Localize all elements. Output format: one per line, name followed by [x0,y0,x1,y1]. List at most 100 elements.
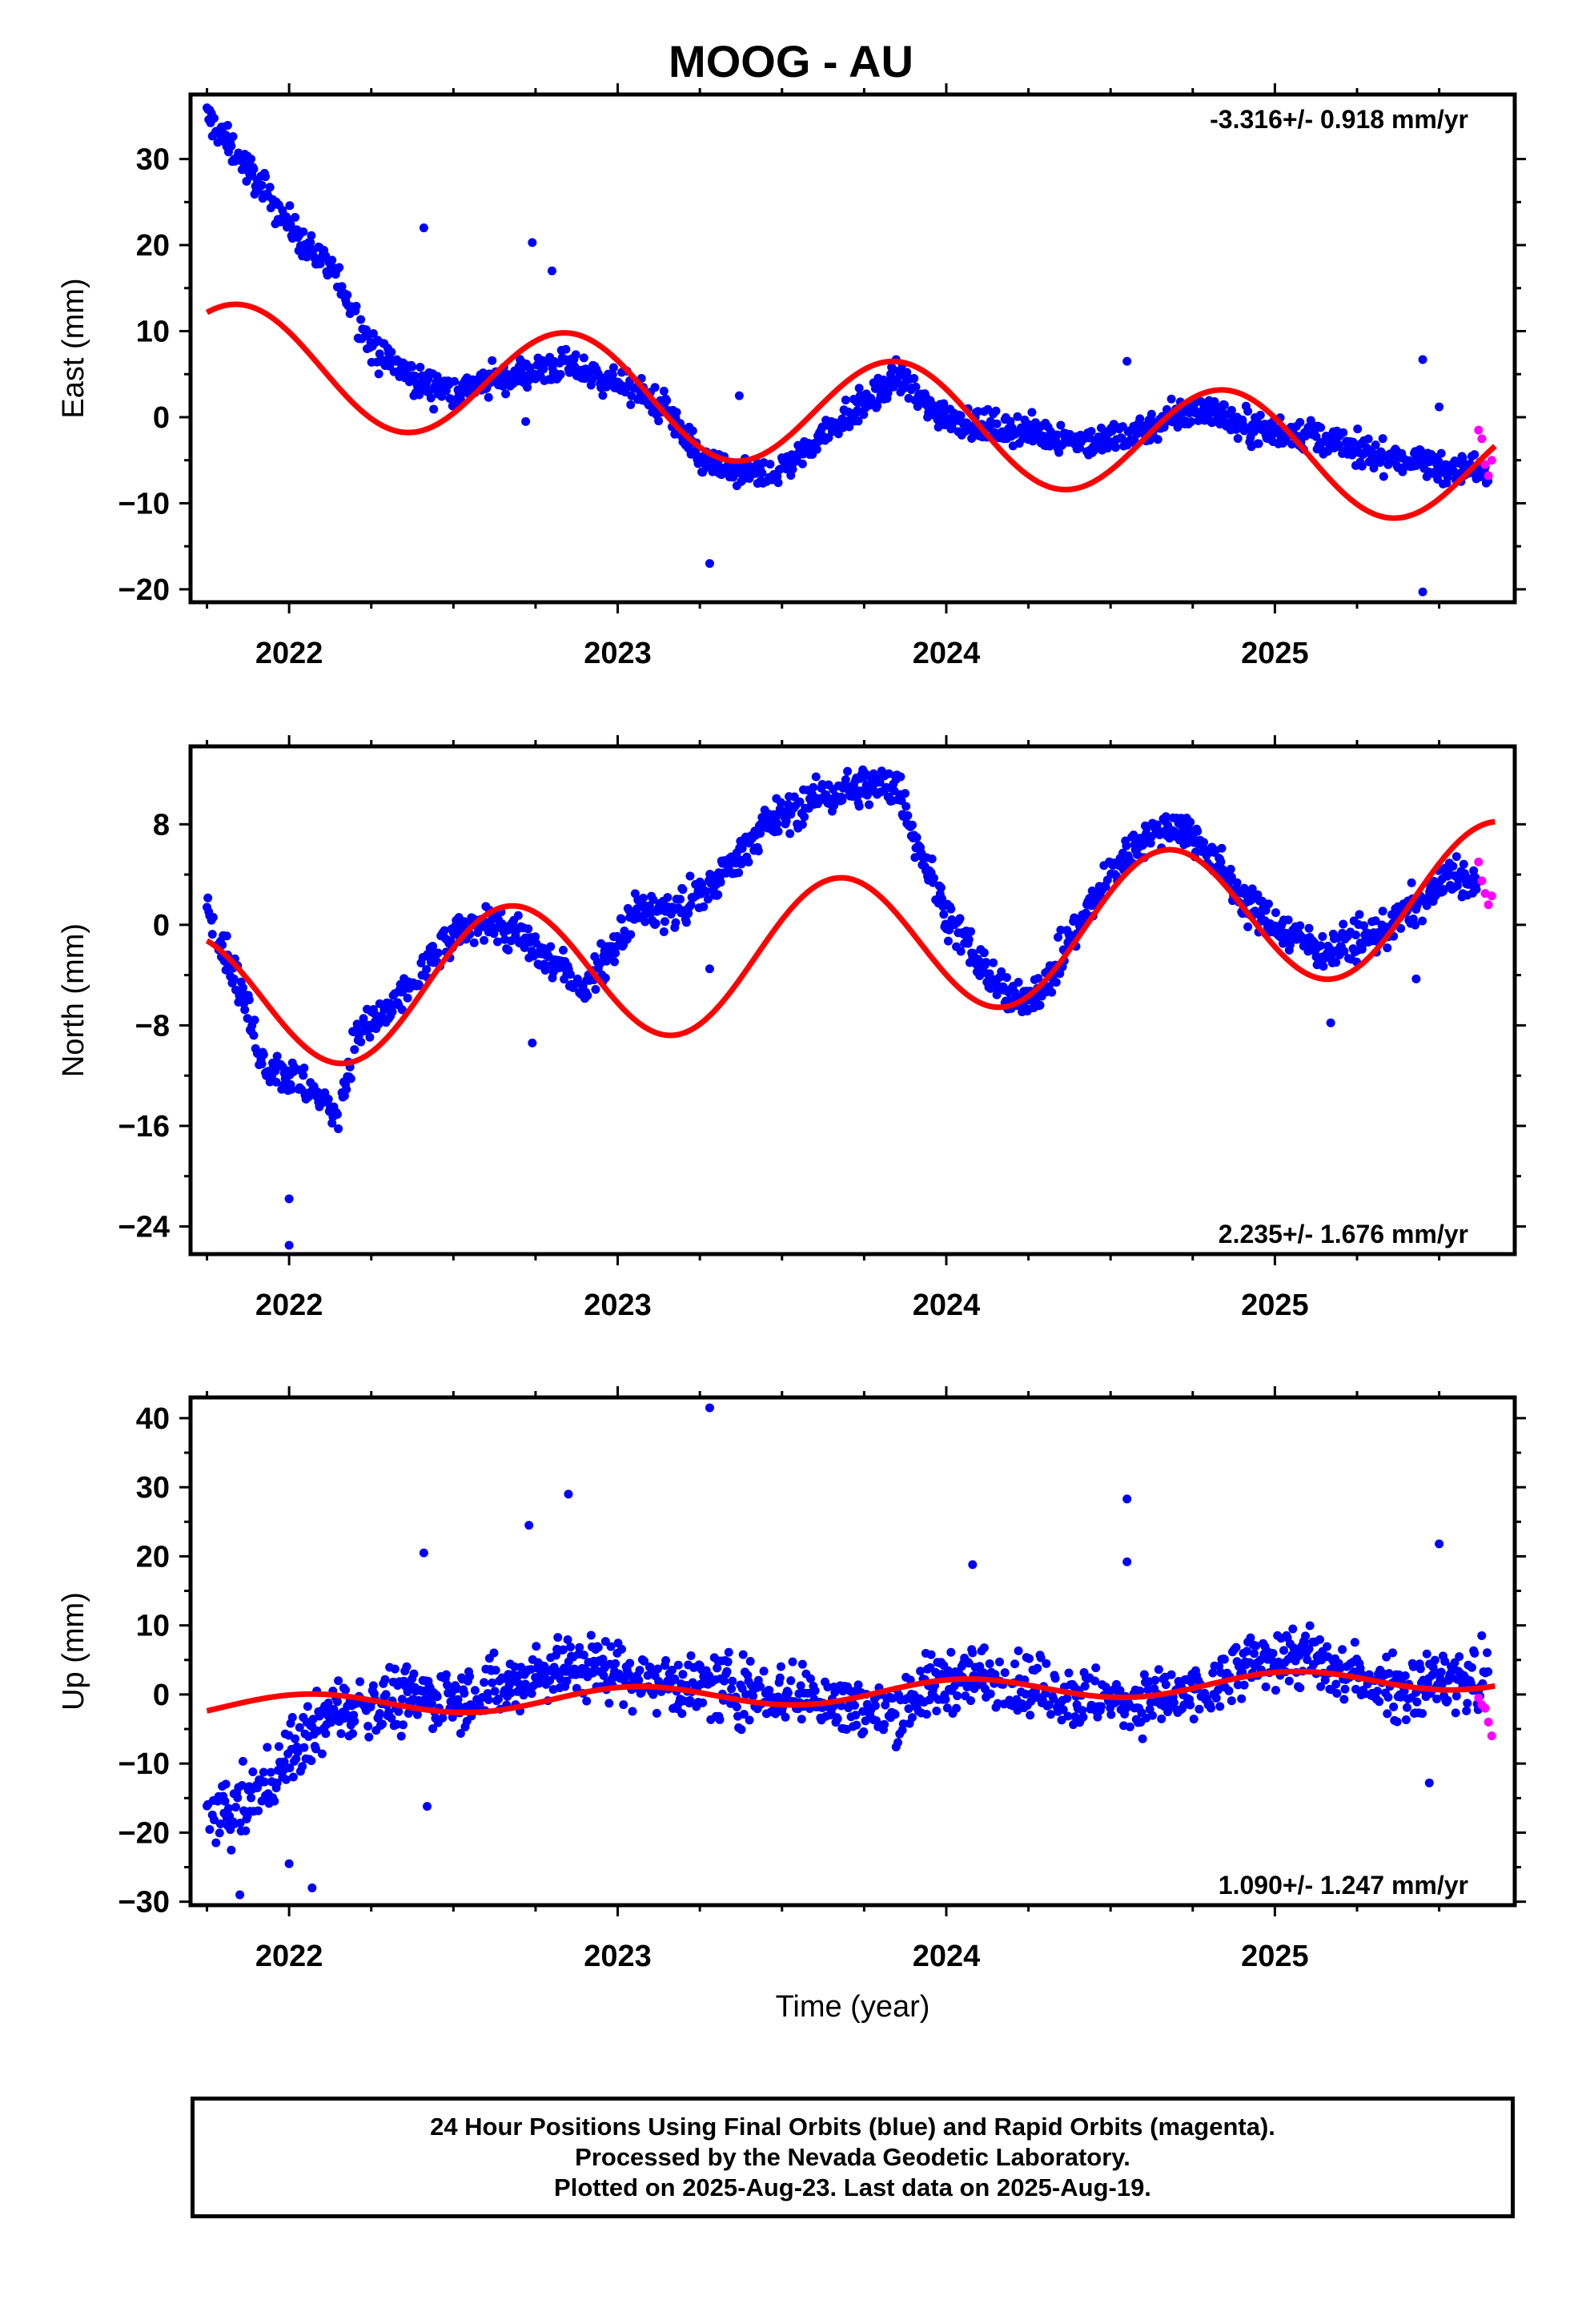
final-orbit-point [788,1657,797,1667]
final-orbit-point [587,375,596,384]
final-orbit-point [1432,1695,1442,1704]
final-orbit-point [720,1676,729,1686]
final-orbit-point [321,251,331,261]
final-orbit-point [1383,1709,1392,1719]
model-fit-line [205,1668,1497,1715]
final-orbit-outlier [1122,1494,1132,1504]
rapid-orbit-point [1487,1731,1496,1741]
final-orbit-point [563,1634,572,1644]
final-orbit-point [504,945,513,955]
final-orbit-point [659,386,669,396]
final-orbit-point [1455,1652,1464,1662]
final-orbit-outlier [705,559,714,569]
final-orbit-point [1186,417,1196,427]
final-orbit-point [335,263,344,272]
final-orbit-point [365,1032,375,1042]
final-orbit-point [1320,1675,1330,1685]
final-orbit-point [907,1713,917,1723]
rapid-orbit-point [1480,460,1490,469]
final-orbit-point [1110,443,1120,452]
x-tick-label: 2022 [255,1289,323,1322]
final-orbit-point [1255,410,1265,420]
final-orbit-point [1122,841,1131,850]
final-orbit-point [660,917,669,927]
final-orbit-point [247,155,256,164]
final-orbit-point [356,1037,366,1047]
final-orbit-point [336,1729,346,1739]
final-orbit-point [375,1709,384,1719]
plot-frame [188,744,1517,1256]
final-orbit-point [1110,1699,1119,1708]
final-orbit-point [809,782,818,792]
x-axis-label: Time (year) [776,1990,930,2024]
final-orbit-point [1271,908,1280,918]
final-orbit-point [351,301,361,311]
final-orbit-point [381,1690,391,1699]
final-orbit-point [1254,439,1263,448]
final-orbit-point [781,817,791,826]
final-orbit-point [433,948,443,958]
final-orbit-point [432,1692,442,1702]
final-orbit-point [238,983,247,992]
final-orbit-outlier [1435,1539,1444,1549]
final-orbit-point [222,931,231,941]
final-orbit-point [1484,1667,1493,1676]
final-orbit-point [604,1699,614,1708]
final-orbit-point [698,1698,708,1707]
final-orbit-point [270,1796,279,1806]
final-orbit-point [608,370,617,380]
final-orbit-point [1214,1685,1223,1695]
final-orbit-point [299,227,308,236]
final-orbit-point [1080,1682,1090,1691]
final-orbit-point [651,919,661,928]
final-orbit-point [843,766,853,776]
final-orbit-point [775,1673,785,1683]
final-orbit-point [781,1712,790,1722]
final-orbit-point [1318,931,1327,941]
final-orbit-point [229,974,239,983]
final-orbit-point [862,790,872,800]
final-orbit-point [926,1650,936,1659]
final-orbit-point [387,1007,397,1016]
final-orbit-point [936,883,946,893]
final-orbit-point [776,798,785,807]
final-orbit-outlier [547,266,556,275]
final-orbit-point [350,1045,359,1055]
final-orbit-point [1062,1694,1072,1703]
final-orbit-point [757,468,767,477]
final-orbit-point [701,887,711,896]
final-orbit-point [883,388,893,398]
rapid-orbit-point [1477,434,1487,444]
final-orbit-point [332,1109,342,1119]
final-orbit-point [966,1696,976,1706]
final-orbit-point [1243,406,1253,416]
y-tick-label: −8 [135,1009,170,1043]
final-orbit-point [1319,962,1328,971]
final-orbit-point [210,114,219,123]
final-orbit-point [765,1686,774,1695]
model-fit-line [205,301,1497,521]
final-orbit-point [1246,1633,1255,1642]
final-orbit-outlier [1122,1557,1132,1566]
final-orbit-point [220,1796,230,1806]
final-orbit-point [334,1676,343,1686]
final-orbit-point [259,1777,269,1787]
x-tick-label: 2025 [1241,1940,1309,1973]
final-orbit-point [1101,882,1110,891]
final-orbit-point [241,1826,251,1835]
final-orbit-point [652,1664,662,1674]
final-orbit-point [416,363,425,372]
final-orbit-point [756,1682,765,1691]
x-tick-label: 2024 [913,637,981,670]
final-orbit-point [1450,1658,1460,1667]
final-orbit-point [565,1642,575,1652]
final-orbit-point [311,1744,320,1754]
final-orbit-point [1467,1663,1476,1672]
y-tick-label: −20 [118,573,170,607]
final-orbit-point [1301,1631,1311,1641]
final-orbit-point [1093,1712,1102,1722]
final-orbit-point [943,936,953,946]
final-orbit-point [378,1719,387,1729]
final-orbit-point [408,362,417,372]
final-orbit-point [470,1686,480,1695]
